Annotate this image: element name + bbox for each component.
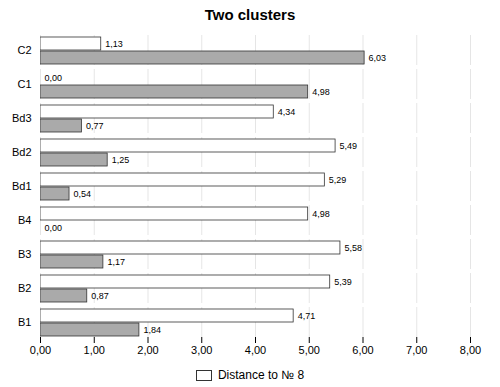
- svg-text:2,00: 2,00: [137, 344, 158, 356]
- svg-text:3,00: 3,00: [191, 344, 212, 356]
- svg-text:5,29: 5,29: [329, 175, 347, 185]
- svg-text:4,98: 4,98: [312, 209, 330, 219]
- svg-text:5,00: 5,00: [299, 344, 320, 356]
- svg-text:4,71: 4,71: [298, 311, 316, 321]
- svg-text:5,49: 5,49: [340, 141, 358, 151]
- svg-text:6,00: 6,00: [352, 344, 373, 356]
- svg-text:0,87: 0,87: [91, 291, 109, 301]
- svg-text:B3: B3: [18, 248, 31, 260]
- svg-text:4,98: 4,98: [312, 87, 330, 97]
- svg-text:1,17: 1,17: [107, 257, 125, 267]
- svg-text:Bd2: Bd2: [12, 146, 32, 158]
- html-text:Distance to № 8: Distance to № 8: [217, 368, 305, 382]
- svg-text:0,00: 0,00: [45, 223, 63, 233]
- svg-text:8,00: 8,00: [460, 344, 481, 356]
- svg-text:B4: B4: [18, 214, 31, 226]
- svg-text:5,58: 5,58: [344, 243, 362, 253]
- html-text:Two clusters: Two clusters: [204, 6, 296, 23]
- svg-text:7,00: 7,00: [406, 344, 427, 356]
- svg-text:0,54: 0,54: [74, 189, 92, 199]
- svg-text:B1: B1: [18, 316, 31, 328]
- svg-text:Bd1: Bd1: [12, 180, 32, 192]
- svg-text:C2: C2: [17, 44, 31, 56]
- svg-text:0,00: 0,00: [45, 73, 63, 83]
- svg-text:C1: C1: [17, 78, 31, 90]
- svg-text:1,25: 1,25: [112, 155, 130, 165]
- svg-text:1,84: 1,84: [143, 325, 161, 335]
- svg-text:0,77: 0,77: [86, 121, 104, 131]
- svg-text:B2: B2: [18, 282, 31, 294]
- svg-text:1,13: 1,13: [105, 39, 123, 49]
- svg-text:6,03: 6,03: [369, 53, 387, 63]
- svg-text:4,00: 4,00: [245, 344, 266, 356]
- svg-text:4,34: 4,34: [278, 107, 296, 117]
- svg-text:5,39: 5,39: [334, 277, 352, 287]
- svg-text:1,00: 1,00: [84, 344, 105, 356]
- svg-text:0,00: 0,00: [30, 344, 51, 356]
- svg-text:Bd3: Bd3: [12, 112, 32, 124]
